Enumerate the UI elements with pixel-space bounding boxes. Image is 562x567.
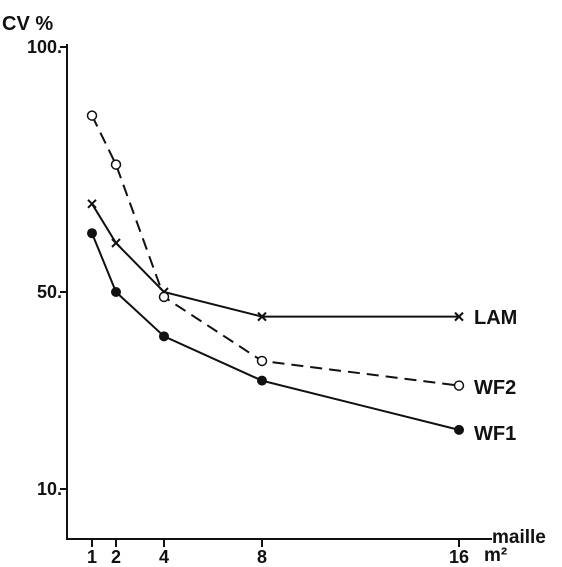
axes [66,44,492,540]
y-ticks: 10. 50. 100. [27,37,67,499]
data-point [159,331,169,342]
data-point [257,375,267,386]
x-axis-label: maille [492,527,546,548]
data-point [87,228,97,239]
series-wf1: WF1 [87,228,516,445]
data-point [86,110,98,121]
series-line-wf2 [91,115,460,387]
x-tick-label: 1 [87,547,97,567]
series-wf2: WF2 [86,110,516,399]
y-tick-label: 100. [27,37,62,57]
x-tick-label: 4 [159,547,169,567]
series-label-wf2: WF2 [474,377,516,399]
data-point [454,424,464,435]
series-label-wf1: WF1 [474,423,516,445]
data-point [87,199,97,209]
x-axis-unit: m² [484,545,507,566]
y-axis-label: CV % [2,13,53,35]
series-layer: LAM WF2 WF1 [86,110,517,445]
x-tick-label: 2 [111,547,121,567]
data-point [453,380,465,391]
series-label-lam: LAM [474,307,517,329]
y-tick-label: 50. [37,282,62,302]
x-tick-label: 16 [449,547,469,567]
data-point [111,287,121,297]
x-tick-label: 8 [257,547,267,567]
data-point [111,238,121,248]
data-point [256,355,268,367]
x-ticks: 1 2 4 8 16 [87,539,469,567]
series-line-wf1 [91,232,460,431]
data-point [257,311,267,322]
data-point [158,291,170,303]
data-point [454,311,464,322]
data-point [110,159,122,170]
series-line-lam [91,203,459,318]
y-tick-label: 10. [37,479,62,499]
